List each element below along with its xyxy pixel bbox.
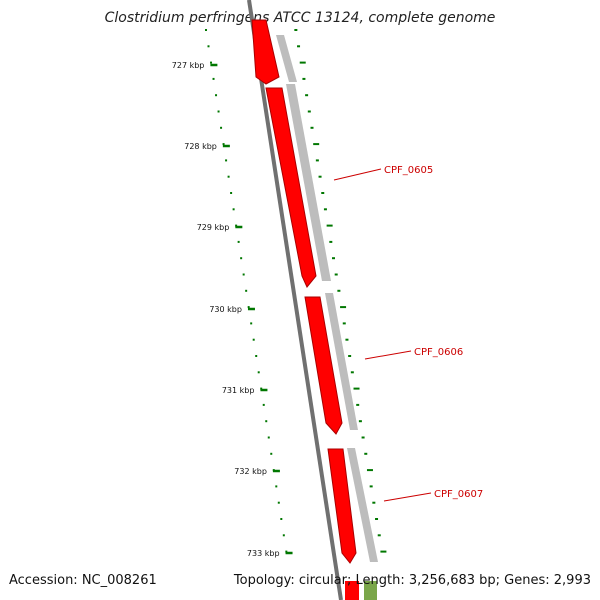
ruler-label: 728 kbp: [184, 142, 217, 151]
map-title: Clostridium perfringens ATCC 13124, comp…: [104, 10, 496, 26]
leader-cpf-0606: [364, 350, 412, 360]
leader-cpf-0605: [333, 168, 382, 181]
gene-label-cpf-0606[interactable]: CPF_0606: [414, 347, 463, 358]
gene-arrow-cpf-0605[interactable]: [265, 87, 317, 288]
gc-segment: [325, 293, 358, 430]
gene-arrow-cpf-0606[interactable]: [304, 296, 343, 435]
ruler-label: 729 kbp: [197, 223, 230, 232]
gc-segment: [286, 84, 331, 281]
gene-arrow-cpf-0607[interactable]: [327, 448, 357, 564]
ruler-label: 733 kbp: [247, 549, 280, 558]
gene-arrow[interactable]: [251, 19, 280, 85]
ruler-labels: 727 kbp 728 kbp 729 kbp 730 kbp 731 kbp 732 k…: [172, 61, 280, 558]
gc-segment: [276, 35, 297, 82]
gene-label-leaders: [333, 168, 432, 502]
next-gene-arrow: [345, 581, 359, 600]
gene-label-cpf-0605[interactable]: CPF_0605: [384, 165, 433, 176]
ruler-label: 731 kbp: [222, 386, 255, 395]
gc-track: [276, 35, 378, 562]
accession-text: Accession: NC_008261: [9, 573, 157, 588]
ruler-label: 732 kbp: [234, 467, 267, 476]
leader-cpf-0607: [383, 492, 432, 502]
gene-arrows: [251, 19, 357, 564]
gc-segment: [347, 448, 378, 562]
ruler-label: 727 kbp: [172, 61, 205, 70]
next-features: [345, 581, 377, 600]
genome-summary-text: Topology: circular; Length: 3,256,683 bp…: [233, 573, 591, 588]
ruler-label: 730 kbp: [209, 305, 242, 314]
ruler-ticks: [205, 29, 387, 555]
gene-label-cpf-0607[interactable]: CPF_0607: [434, 489, 483, 500]
backbone-line: [247, 0, 343, 600]
green-feature: [364, 581, 377, 600]
